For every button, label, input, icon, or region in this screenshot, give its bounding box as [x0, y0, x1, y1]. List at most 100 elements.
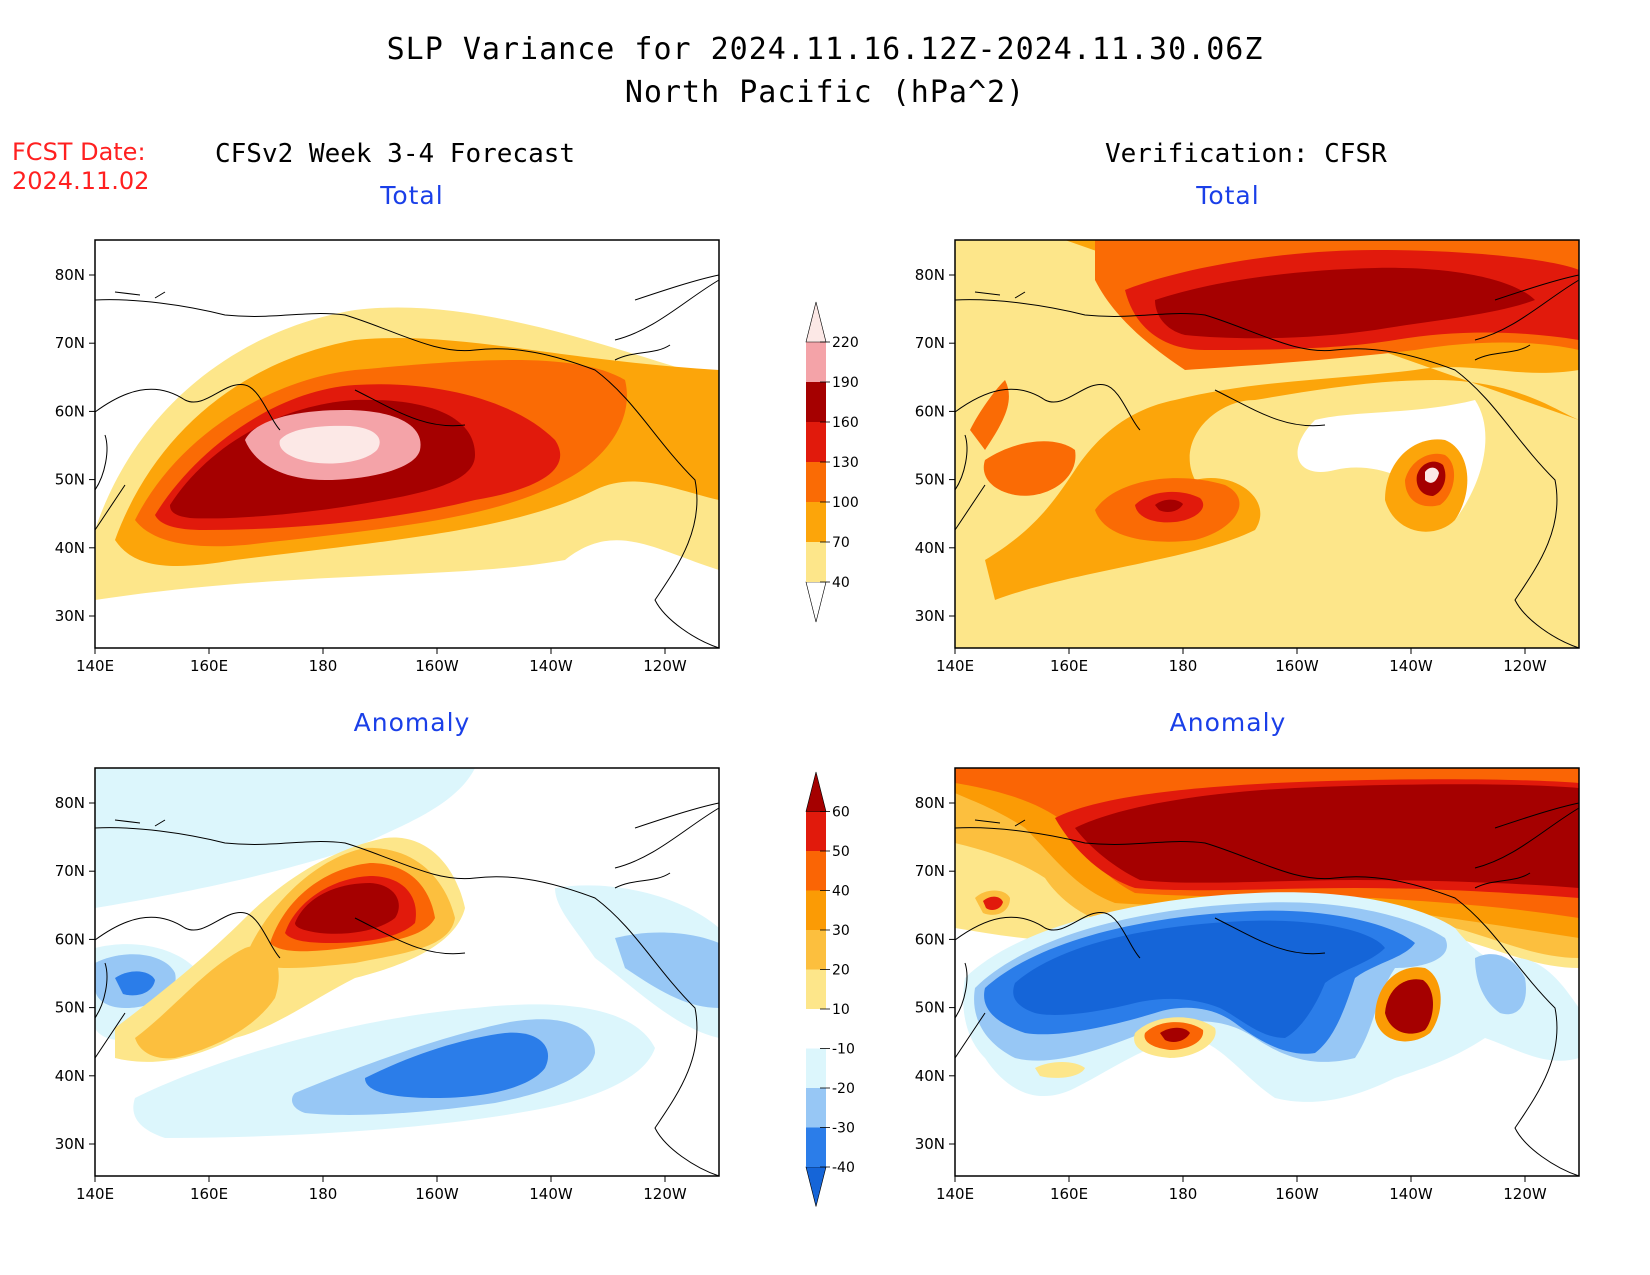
colorbar-segment	[806, 811, 826, 851]
lat-tick-label: 50N	[55, 999, 85, 1017]
panel-title-forecast-anomaly: Anomaly	[353, 708, 471, 737]
colorbar-label: 220	[832, 335, 859, 351]
colorbar-segment	[806, 542, 826, 582]
colorbar-segment	[806, 502, 826, 542]
colorbar-label: -40	[832, 1160, 855, 1176]
colorbar-segment	[806, 1009, 826, 1049]
lat-tick-label: 70N	[915, 334, 945, 352]
lat-tick-label: 50N	[915, 471, 945, 489]
lon-tick-label: 140W	[529, 657, 573, 675]
main-subtitle: North Pacific (hPa^2)	[624, 75, 1026, 110]
lat-tick-label: 30N	[915, 607, 945, 625]
lon-tick-label: 140W	[1389, 657, 1433, 675]
colorbar-label: 10	[832, 1002, 850, 1018]
colorbar-segment	[806, 851, 826, 891]
colorbar-segment	[806, 382, 826, 422]
lat-tick-label: 40N	[55, 539, 85, 557]
lat-tick-label: 80N	[55, 266, 85, 284]
colorbar-label: 70	[832, 535, 850, 551]
lat-tick-label: 80N	[55, 794, 85, 812]
lat-tick-label: 40N	[55, 1067, 85, 1085]
lat-tick-label: 50N	[915, 999, 945, 1017]
lat-tick-label: 30N	[915, 1135, 945, 1153]
total-colorbar: 40 70 100 130 160 190 220	[805, 301, 859, 623]
lon-tick-label: 140W	[529, 1185, 573, 1203]
lat-tick-label: 60N	[915, 402, 945, 420]
lon-tick-label: 140E	[936, 657, 974, 675]
colorbar-label: 60	[832, 805, 850, 821]
lat-tick-label: 80N	[915, 266, 945, 284]
lon-tick-label: 160W	[1275, 657, 1319, 675]
colorbar-segment	[805, 301, 827, 343]
lon-tick-label: 120W	[1503, 1185, 1547, 1203]
lon-tick-label: 180	[1169, 657, 1198, 675]
colorbar-label: 50	[832, 844, 850, 860]
lat-tick-label: 60N	[55, 402, 85, 420]
forecast-total-map: 30N 40N 50N 60N 70N 80N 140E 160E 180 160W 140W 120…	[55, 239, 720, 675]
lat-tick-label: 40N	[915, 539, 945, 557]
lon-tick-label: 180	[309, 1185, 338, 1203]
colorbar-segment	[806, 930, 826, 970]
lat-tick-label: 40N	[915, 1067, 945, 1085]
colorbar-label: 100	[832, 495, 859, 511]
verification-column-title: Verification: CFSR	[1105, 139, 1387, 169]
lon-tick-label: 160E	[1050, 1185, 1088, 1203]
colorbar-label: 30	[832, 923, 850, 939]
colorbar-segment	[806, 462, 826, 502]
lon-tick-label: 140E	[76, 1185, 114, 1203]
colorbar-label: -10	[832, 1042, 855, 1058]
colorbar-segment	[806, 890, 826, 930]
verification-total-map: 30N 40N 50N 60N 70N 80N 140E 160E 180 160W 140W 120…	[915, 239, 1580, 675]
lat-tick-label: 70N	[915, 862, 945, 880]
lon-tick-label: 160W	[415, 1185, 459, 1203]
colorbar-label: 190	[832, 375, 859, 391]
colorbar-segment	[806, 1088, 826, 1128]
lon-tick-label: 160W	[415, 657, 459, 675]
lon-tick-label: 120W	[1503, 657, 1547, 675]
lon-tick-label: 180	[1169, 1185, 1198, 1203]
lat-tick-label: 50N	[55, 471, 85, 489]
lon-tick-label: 160E	[190, 657, 228, 675]
lon-tick-label: 160E	[190, 1185, 228, 1203]
lat-tick-label: 60N	[915, 930, 945, 948]
panel-title-verification-total: Total	[1196, 181, 1260, 210]
lat-tick-label: 60N	[55, 930, 85, 948]
colorbar-label: -20	[832, 1081, 855, 1097]
panel-title-forecast-total: Total	[380, 181, 444, 210]
fcst-date-value: 2024.11.02	[12, 167, 150, 195]
lon-tick-label: 140E	[76, 657, 114, 675]
colorbar-segment	[805, 581, 827, 623]
colorbar-segment	[805, 1166, 827, 1207]
lon-tick-label: 140W	[1389, 1185, 1433, 1203]
colorbar-segment	[806, 1127, 826, 1167]
lon-tick-label: 120W	[643, 657, 687, 675]
lat-tick-label: 70N	[55, 334, 85, 352]
colorbar-label: 160	[832, 415, 859, 431]
lon-tick-label: 160E	[1050, 657, 1088, 675]
colorbar-segment	[806, 342, 826, 382]
lat-tick-label: 30N	[55, 607, 85, 625]
colorbar-label: 20	[832, 963, 850, 979]
panel-title-verification-anomaly: Anomaly	[1169, 708, 1287, 737]
colorbar-label: 130	[832, 455, 859, 471]
fcst-date-label: FCST Date:	[12, 138, 146, 166]
colorbar-segment	[806, 969, 826, 1009]
colorbar-segment	[806, 1048, 826, 1088]
lon-tick-label: 160W	[1275, 1185, 1319, 1203]
lon-tick-label: 120W	[643, 1185, 687, 1203]
colorbar-segment	[805, 771, 827, 812]
colorbar-label: 40	[832, 575, 850, 591]
verification-anomaly-map: 30N 40N 50N 60N 70N 80N 140E 160E 180 160W 140W 120…	[915, 767, 1580, 1203]
forecast-column-title: CFSv2 Week 3-4 Forecast	[215, 139, 576, 169]
colorbar-label: -30	[832, 1121, 855, 1137]
lat-tick-label: 30N	[55, 1135, 85, 1153]
colorbar-segment	[806, 422, 826, 462]
lon-tick-label: 140E	[936, 1185, 974, 1203]
lon-tick-label: 180	[309, 657, 338, 675]
colorbar-label: 40	[832, 884, 850, 900]
forecast-anomaly-map: 30N 40N 50N 60N 70N 80N 140E 160E 180 160W 140W 120…	[55, 767, 720, 1203]
lat-tick-label: 70N	[55, 862, 85, 880]
main-title: SLP Variance for 2024.11.16.12Z-2024.11.…	[386, 32, 1264, 67]
lat-tick-label: 80N	[915, 794, 945, 812]
anomaly-colorbar: -40 -30 -20 -10 10 20 30 40 50 60	[805, 771, 855, 1207]
